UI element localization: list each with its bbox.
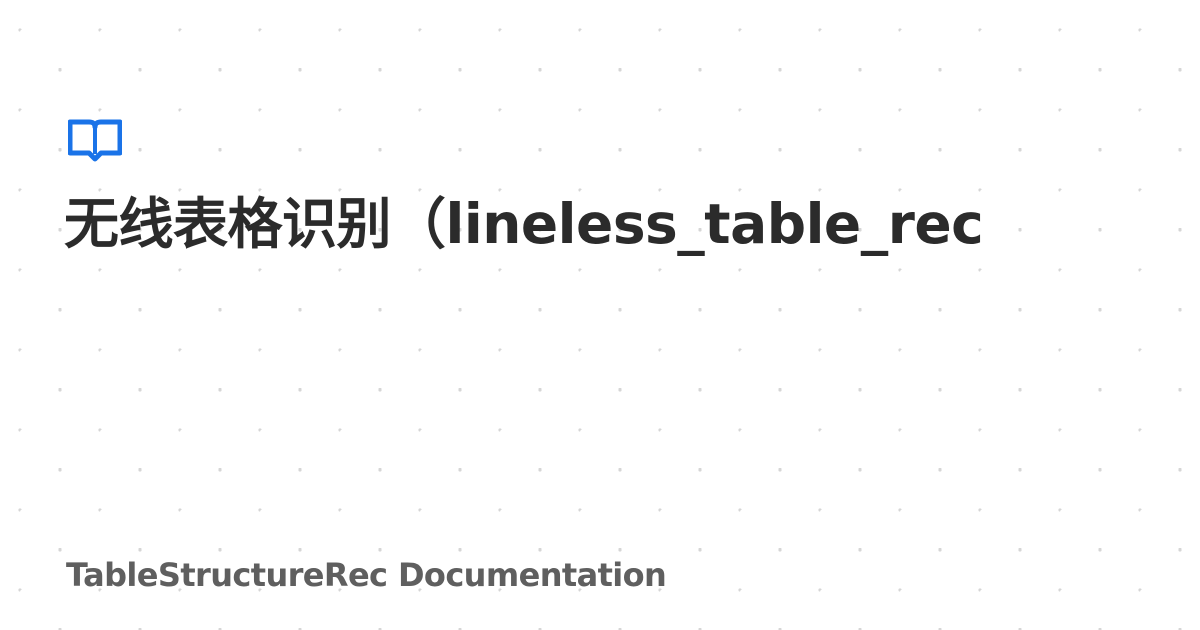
site-name: TableStructureRec Documentation (66, 556, 667, 594)
open-book-icon (68, 119, 122, 162)
page-title: 无线表格识别（lineless_table_rec (64, 192, 984, 256)
